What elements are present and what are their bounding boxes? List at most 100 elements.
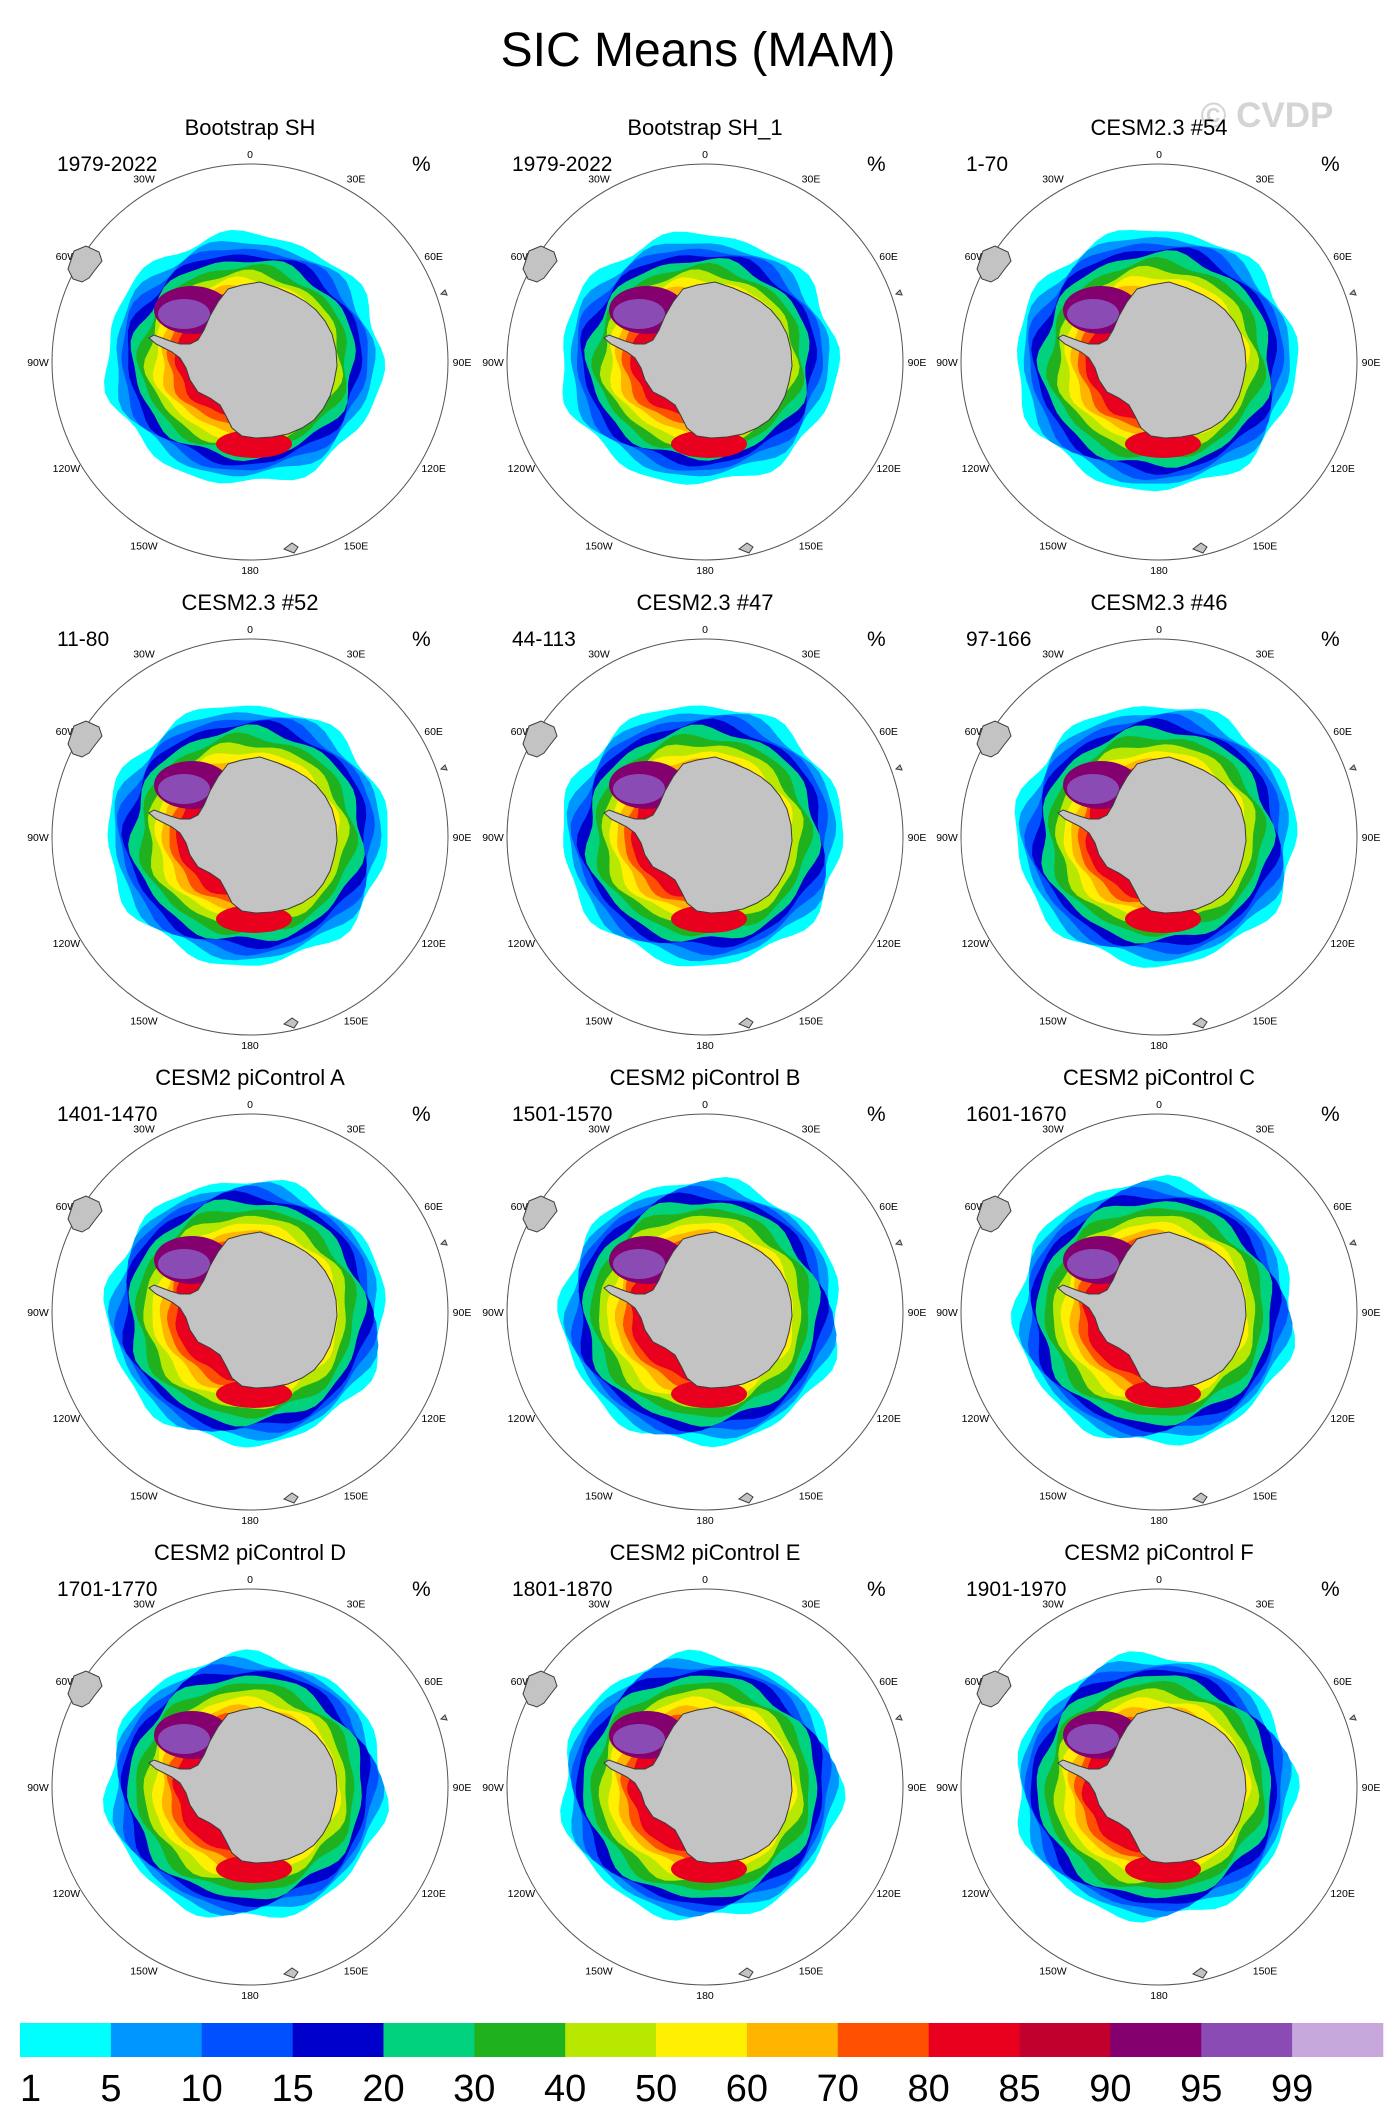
longitude-label: 60E xyxy=(1333,1676,1352,1688)
figure-title: SIC Means (MAM) xyxy=(501,24,896,77)
longitude-label: 150E xyxy=(1253,1966,1278,1978)
longitude-label: 90W xyxy=(27,1307,49,1319)
longitude-label: 90W xyxy=(936,1782,958,1794)
panel-title: CESM2.3 #52 xyxy=(182,590,319,615)
longitude-label: 60E xyxy=(424,726,443,738)
longitude-label: 30W xyxy=(133,1598,155,1610)
weddell-high-sic xyxy=(158,1249,210,1279)
longitude-label: 150W xyxy=(585,1491,613,1503)
panel-title: CESM2.3 #54 xyxy=(1091,115,1228,140)
longitude-label: 120E xyxy=(876,463,901,475)
kerguelen-island xyxy=(1348,764,1357,771)
kerguelen-island xyxy=(894,289,903,296)
weddell-high-sic xyxy=(1067,774,1119,804)
panel-units: % xyxy=(1321,1103,1340,1126)
longitude-label: 0 xyxy=(1156,149,1162,161)
panel-period: 1501-1570 xyxy=(512,1103,612,1126)
longitude-label: 150W xyxy=(1039,541,1067,553)
colorbar-tick-label: 70 xyxy=(817,2068,859,2110)
longitude-label: 180 xyxy=(1150,565,1168,577)
new-zealand-land xyxy=(282,542,299,554)
longitude-label: 90W xyxy=(482,357,504,369)
colorbar-swatch-15 xyxy=(1292,2023,1384,2057)
colorbar-tick-label: 95 xyxy=(1180,2068,1222,2110)
panel-7: CESM2 piControl A 1401-1470 % 0 30E 60E 90E 120… xyxy=(27,1065,471,1527)
new-zealand-land xyxy=(282,1017,299,1029)
longitude-label: 120W xyxy=(962,938,990,950)
longitude-label: 150W xyxy=(1039,1966,1067,1978)
panel-title: CESM2 piControl C xyxy=(1063,1065,1255,1090)
colorbar-swatch-3 xyxy=(201,2023,293,2057)
colorbar-tick-label: 30 xyxy=(453,2068,495,2110)
longitude-label: 90E xyxy=(453,1307,472,1319)
longitude-label: 30E xyxy=(1256,648,1275,660)
colorbar-tick-label: 20 xyxy=(362,2068,404,2110)
panel-period: 1801-1870 xyxy=(512,1578,612,1601)
longitude-label: 120W xyxy=(53,1888,81,1900)
longitude-label: 150E xyxy=(1253,1016,1278,1028)
colorbar-swatch-11 xyxy=(928,2023,1020,2057)
panel-units: % xyxy=(867,1578,886,1601)
panel-period: 1979-2022 xyxy=(57,153,157,176)
longitude-label: 60E xyxy=(879,726,898,738)
longitude-label: 0 xyxy=(247,149,253,161)
longitude-label: 120E xyxy=(421,463,446,475)
longitude-label: 60E xyxy=(1333,1201,1352,1213)
colorbar-tick-label: 15 xyxy=(271,2068,313,2110)
new-zealand-land xyxy=(1191,1967,1208,1979)
panel-period: 1601-1670 xyxy=(966,1103,1066,1126)
colorbar-tick-label: 80 xyxy=(908,2068,950,2110)
longitude-label: 180 xyxy=(696,1040,714,1052)
longitude-label: 150W xyxy=(585,541,613,553)
panel-period: 97-166 xyxy=(966,628,1031,651)
panel-title: CESM2 piControl B xyxy=(610,1065,801,1090)
longitude-label: 0 xyxy=(1156,1574,1162,1586)
longitude-label: 120E xyxy=(421,1413,446,1425)
weddell-high-sic xyxy=(613,1724,665,1754)
kerguelen-island xyxy=(439,1239,448,1246)
panel-title: CESM2.3 #47 xyxy=(637,590,774,615)
longitude-label: 150W xyxy=(130,1966,158,1978)
new-zealand-land xyxy=(737,542,754,554)
colorbar-swatch-7 xyxy=(565,2023,657,2057)
colorbar-swatch-5 xyxy=(383,2023,475,2057)
colorbar-swatch-1 xyxy=(20,2023,112,2057)
kerguelen-island xyxy=(894,1714,903,1721)
longitude-label: 30W xyxy=(588,648,610,660)
longitude-label: 30W xyxy=(1042,173,1064,185)
longitude-label: 120E xyxy=(1330,938,1355,950)
panel-1: Bootstrap SH 1979-2022 % 0 30E 60E 90E 120E 150E… xyxy=(27,115,471,577)
new-zealand-land xyxy=(737,1967,754,1979)
longitude-label: 90E xyxy=(1362,357,1381,369)
longitude-label: 150E xyxy=(799,1966,824,1978)
weddell-high-sic xyxy=(613,1249,665,1279)
longitude-label: 150E xyxy=(799,541,824,553)
panel-6: CESM2.3 #46 97-166 % 0 30E 60E 90E 120E 150E 180 1… xyxy=(936,590,1380,1052)
panel-units: % xyxy=(867,628,886,651)
longitude-label: 30W xyxy=(588,1598,610,1610)
weddell-high-sic xyxy=(1067,299,1119,329)
longitude-label: 90W xyxy=(936,832,958,844)
weddell-high-sic xyxy=(613,774,665,804)
longitude-label: 180 xyxy=(1150,1990,1168,2002)
panel-5: CESM2.3 #47 44-113 % 0 30E 60E 90E 120E 150E 180 1… xyxy=(482,590,926,1052)
kerguelen-island xyxy=(439,764,448,771)
colorbar-tick-label: 60 xyxy=(726,2068,768,2110)
weddell-high-sic xyxy=(158,299,210,329)
longitude-label: 0 xyxy=(702,149,708,161)
longitude-label: 90E xyxy=(453,357,472,369)
longitude-label: 120E xyxy=(876,938,901,950)
longitude-label: 90E xyxy=(908,357,927,369)
new-zealand-land xyxy=(282,1967,299,1979)
colorbar-swatch-14 xyxy=(1201,2023,1293,2057)
longitude-label: 120E xyxy=(876,1888,901,1900)
longitude-label: 30E xyxy=(802,648,821,660)
longitude-label: 90W xyxy=(482,1307,504,1319)
weddell-high-sic xyxy=(158,1724,210,1754)
longitude-label: 90W xyxy=(27,357,49,369)
longitude-label: 90E xyxy=(1362,1307,1381,1319)
panel-units: % xyxy=(1321,153,1340,176)
longitude-label: 0 xyxy=(1156,1099,1162,1111)
longitude-label: 150E xyxy=(344,1966,369,1978)
panel-period: 1701-1770 xyxy=(57,1578,157,1601)
